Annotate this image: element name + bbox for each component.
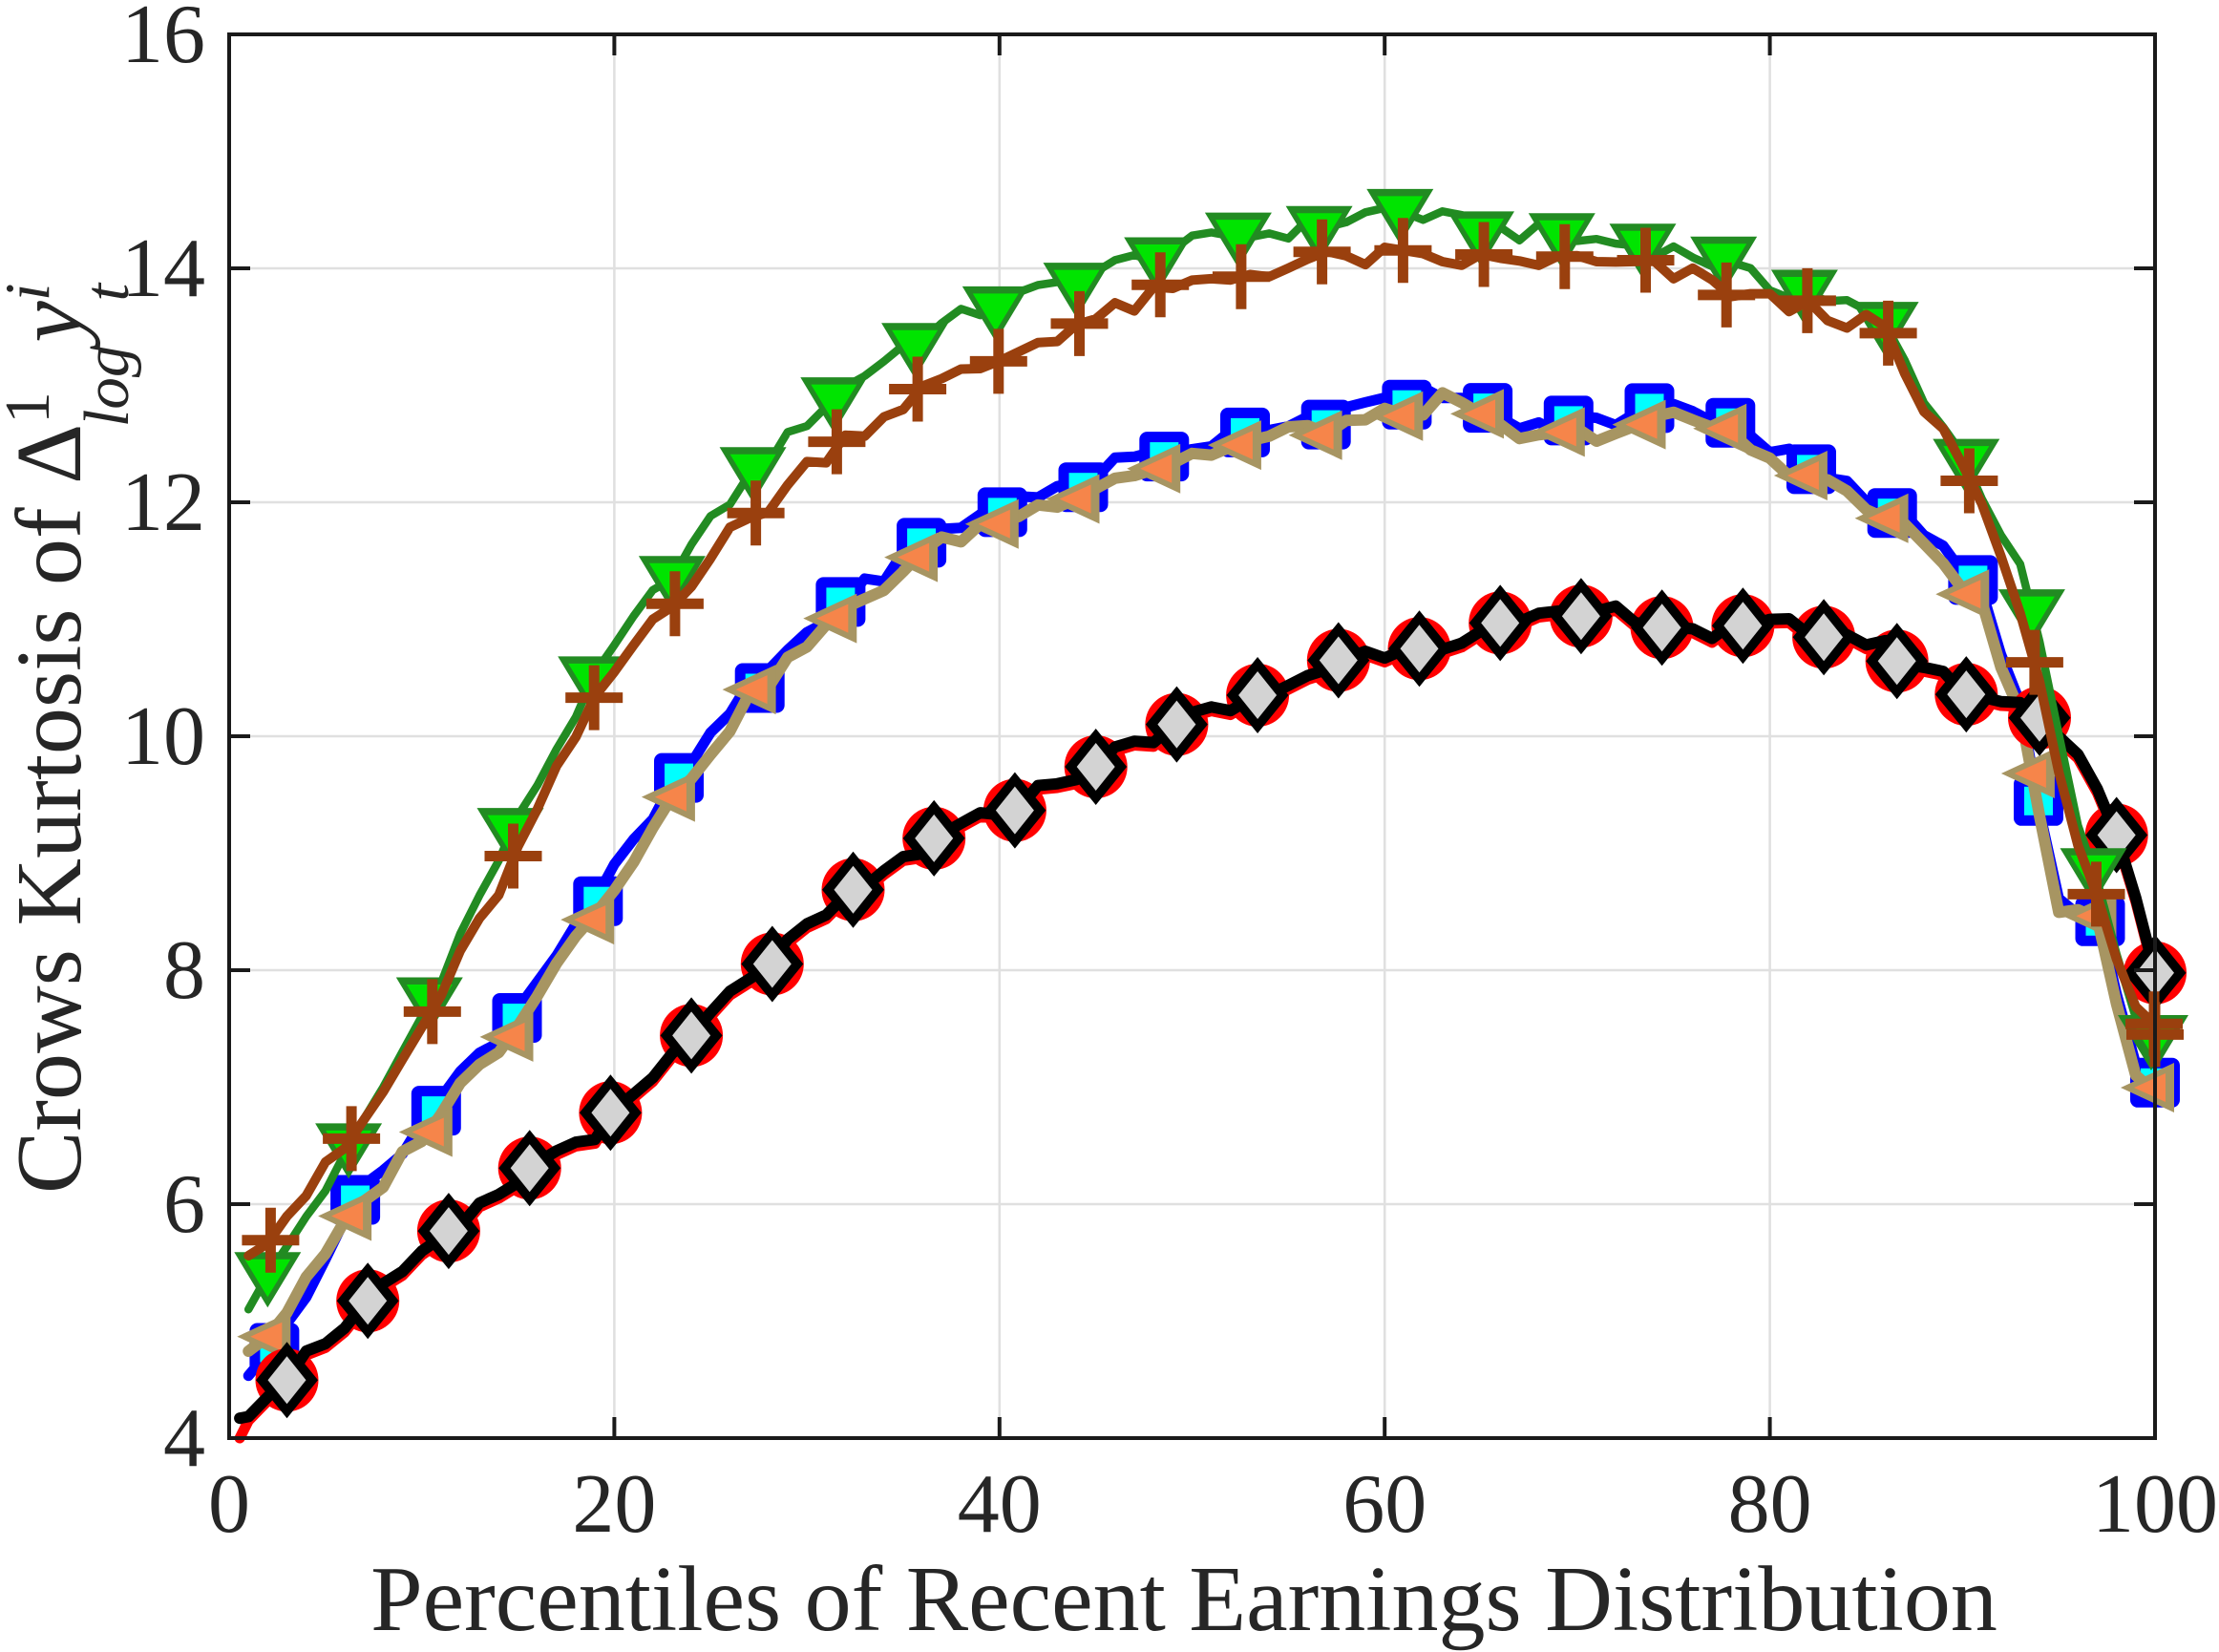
svg-text:Percentiles of Recent Earnings: Percentiles of Recent Earnings Distribut… [370,1548,1997,1651]
svg-text:16: 16 [121,0,205,81]
svg-text:80: 80 [1728,1458,1812,1551]
svg-text:40: 40 [958,1458,1042,1551]
svg-text:12: 12 [121,456,205,549]
svg-text:6: 6 [163,1158,205,1251]
svg-text:20: 20 [572,1458,656,1551]
svg-text:8: 8 [163,924,205,1017]
svg-text:10: 10 [121,690,205,783]
svg-text:60: 60 [1342,1458,1426,1551]
svg-text:100: 100 [2092,1458,2218,1551]
svg-text:0: 0 [208,1458,250,1551]
svg-text:14: 14 [121,222,205,315]
svg-text:4: 4 [163,1392,205,1485]
